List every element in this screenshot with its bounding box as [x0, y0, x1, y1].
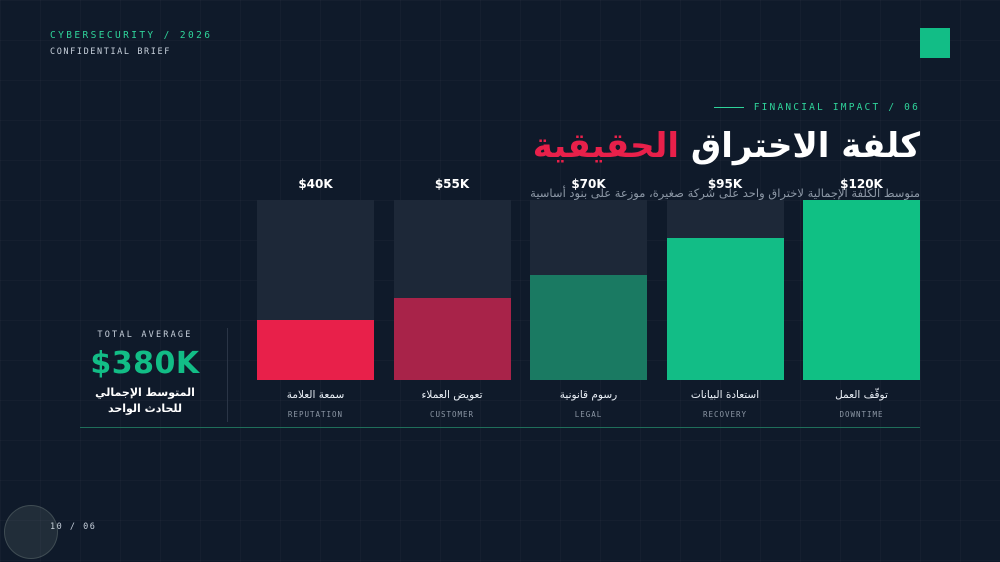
- bar: [803, 200, 920, 380]
- bar: [393, 297, 511, 380]
- bar-track: [257, 200, 374, 380]
- total-average-block: TOTAL AVERAGE $380K المتوسط الإجمالي للح…: [75, 330, 215, 417]
- title-accent: الحقيقية: [532, 126, 680, 166]
- page-number: 10 / 06: [50, 522, 97, 532]
- bar: [666, 237, 784, 380]
- total-average-value: $380K: [90, 346, 200, 381]
- bar-track: [393, 200, 511, 380]
- watermark-logo: [4, 505, 58, 559]
- page-subtitle: متوسط الكلفة الإجمالية لاختراق واحد على …: [530, 186, 920, 200]
- total-average-description: المتوسط الإجمالي للحادث الواحد: [95, 386, 195, 415]
- bar-value-label: $95K: [707, 177, 743, 191]
- section-label-text: FINANCIAL IMPACT / 06: [753, 102, 920, 113]
- bar-category-code: DOWNTIME: [839, 410, 884, 419]
- bar-value-label: $40K: [298, 177, 333, 191]
- bar: [257, 320, 374, 380]
- bar-track: [803, 200, 920, 380]
- bar-category-label: استعادة البيانات: [690, 389, 760, 401]
- title-main: كلفة الاختراق: [690, 126, 920, 166]
- bar-category-label: تعويض العملاء: [421, 389, 483, 401]
- bar-category-code: CUSTOMER: [429, 410, 475, 419]
- bar-category-code: RECOVERY: [702, 410, 748, 419]
- bar-value-label: $120K: [840, 177, 883, 191]
- bar-track: [530, 200, 647, 380]
- total-average-label: TOTAL AVERAGE: [97, 330, 193, 340]
- header-kicker: CYBERSECURITY / 2026: [50, 30, 213, 41]
- bar-category-label: توقّف العمل: [835, 389, 888, 401]
- bar-category-label: سمعة العلامة: [286, 389, 345, 401]
- bar-value-label: $70K: [571, 177, 606, 191]
- bar-category-code: LEGAL: [574, 410, 603, 419]
- bar-category-code: REPUTATION: [287, 410, 344, 419]
- bar-value-label: $55K: [434, 177, 470, 191]
- chart-baseline: [80, 427, 920, 428]
- bar-category-label: رسوم قانونية: [559, 389, 618, 401]
- vertical-divider: [227, 328, 228, 422]
- section-label: FINANCIAL IMPACT / 06: [713, 102, 920, 113]
- bar: [530, 275, 647, 380]
- header-brief: CONFIDENTIAL BRIEF: [50, 47, 171, 57]
- section-label-line: [713, 107, 744, 108]
- page-title: كلفة الاختراق الحقيقية: [532, 126, 920, 166]
- accent-square: [920, 28, 950, 58]
- header-block: CYBERSECURITY / 2026 CONFIDENTIAL BRIEF: [50, 30, 212, 57]
- bar-track: [666, 200, 784, 380]
